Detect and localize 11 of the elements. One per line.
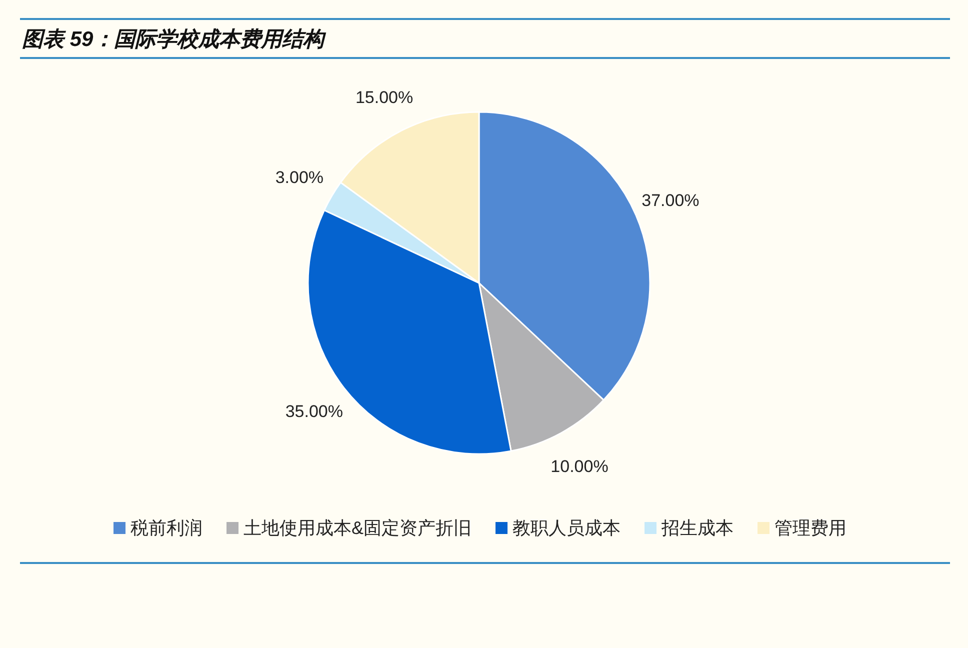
legend-label: 招生成本	[660, 518, 734, 538]
data-label: 35.00%	[285, 402, 343, 421]
data-label: 3.00%	[275, 168, 324, 187]
data-label: 37.00%	[642, 191, 700, 210]
data-label: 15.00%	[355, 88, 414, 108]
legend-label: 税前利润	[130, 518, 202, 538]
legend-label: 管理费用	[774, 518, 847, 538]
data-label: 10.00%	[550, 456, 608, 476]
legend-label: 教职人员成本	[512, 518, 621, 538]
legend-label: 土地使用成本&固定资产折旧	[243, 518, 472, 538]
chart-title: 图表 59：国际学校成本费用结构	[22, 28, 328, 51]
